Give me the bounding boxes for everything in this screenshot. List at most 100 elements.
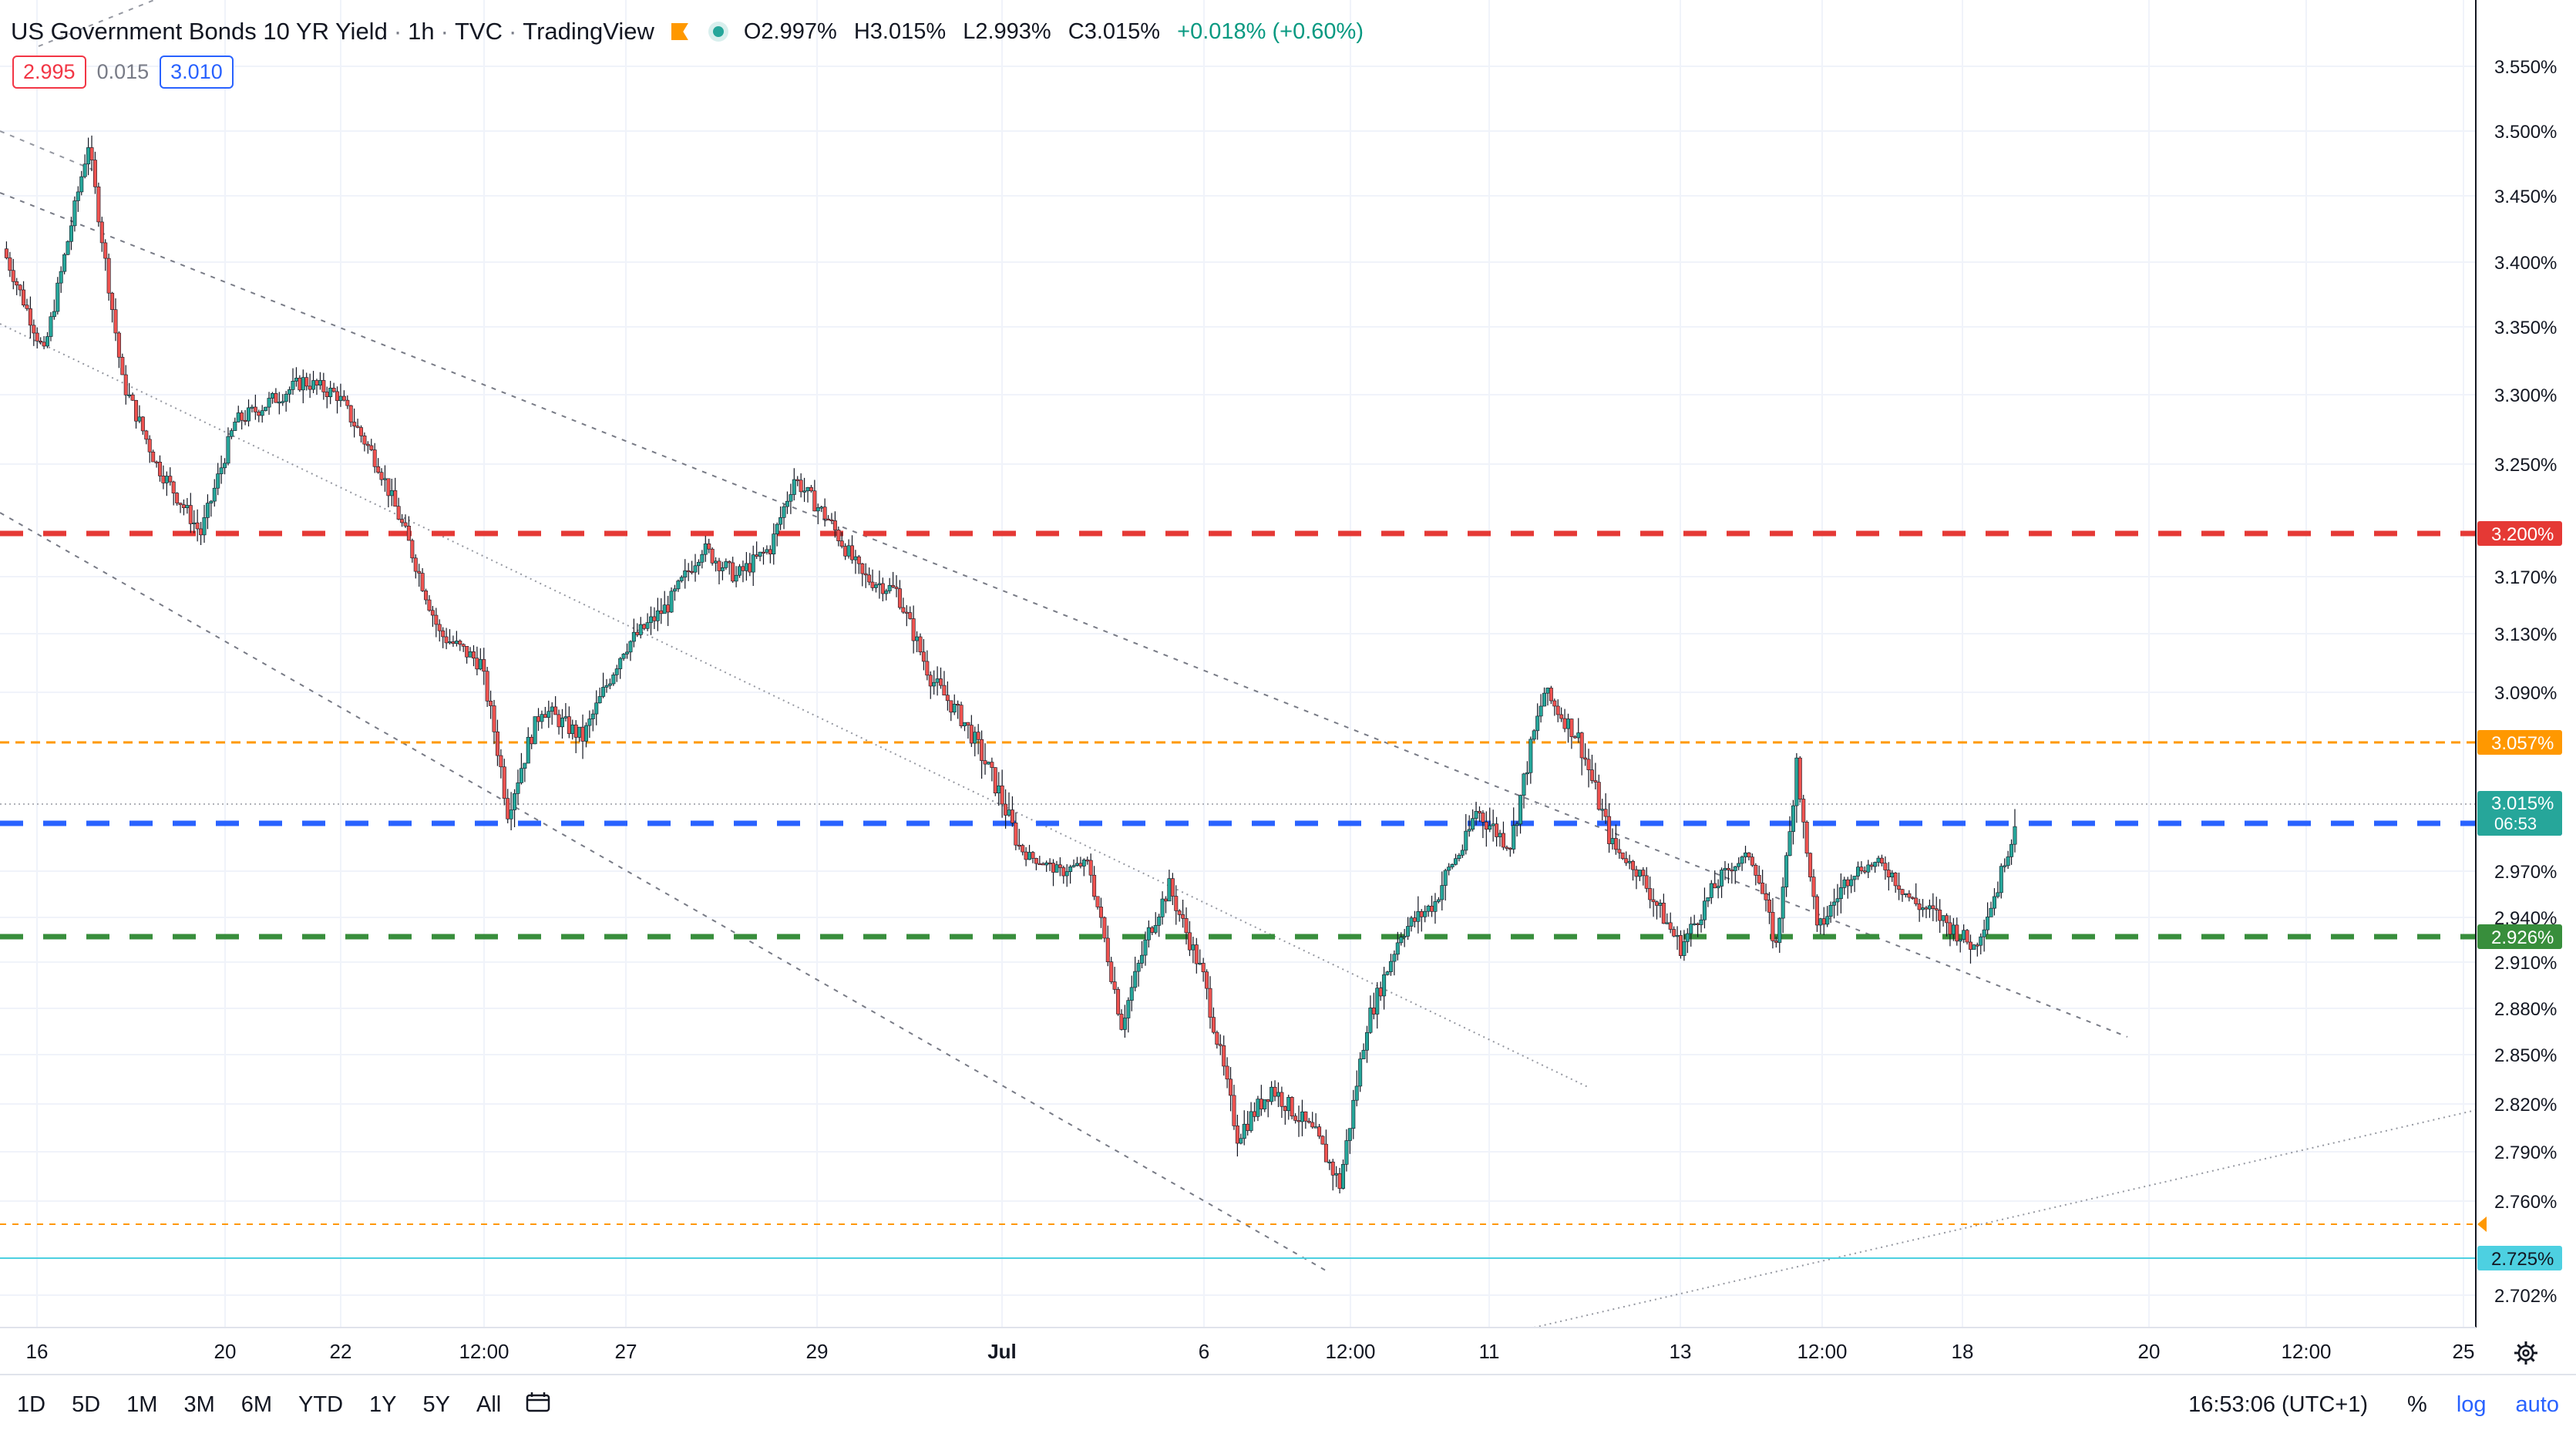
candle-body	[580, 726, 585, 742]
level-badge-label: 2.725%	[2491, 1249, 2554, 1270]
ask-price[interactable]: 3.010	[160, 56, 234, 89]
auto-scale-toggle[interactable]: auto	[2515, 1392, 2559, 1417]
candle-body	[915, 636, 920, 641]
candle-body	[850, 545, 855, 560]
candle-body	[1477, 811, 1481, 813]
range-ytd-button[interactable]: YTD	[298, 1392, 344, 1417]
candle-body	[62, 254, 67, 272]
log-scale-toggle[interactable]: log	[2456, 1392, 2487, 1417]
candle-body	[897, 588, 902, 608]
candle-body	[314, 380, 319, 385]
candle-body	[59, 271, 63, 284]
candle-body	[1253, 1111, 1257, 1117]
candle-body	[1907, 893, 1912, 898]
candle-body	[1488, 825, 1492, 830]
range-5d-button[interactable]: 5D	[72, 1392, 101, 1417]
candle-body	[400, 519, 405, 523]
candle-body	[137, 416, 142, 422]
candle-body	[1672, 929, 1676, 937]
candle-body	[1945, 915, 1949, 924]
candle-body	[1552, 700, 1557, 707]
candle-body	[618, 658, 623, 669]
chart-legend[interactable]: US Government Bonds 10 YR Yield · 1h · T…	[11, 11, 1364, 52]
range-3m-button[interactable]: 3M	[183, 1392, 215, 1417]
candle-body	[1259, 1099, 1263, 1109]
time-axis[interactable]: 16 20 22 12:00 27 29 Jul 6 12:00 11 13 12:00 18 20 12:…	[26, 1340, 2475, 1363]
candle-body	[1535, 715, 1540, 732]
candle-body	[1140, 954, 1145, 964]
candle-body	[1280, 1092, 1284, 1107]
candle-body	[1637, 870, 1642, 877]
candle-body	[1095, 896, 1100, 907]
candle-body	[113, 309, 118, 334]
candle-body	[1037, 863, 1042, 865]
candle-body	[601, 687, 606, 697]
candle-body	[604, 685, 609, 688]
candle-body	[1740, 856, 1744, 864]
candle-body	[369, 445, 374, 450]
range-5y-button[interactable]: 5Y	[422, 1392, 451, 1417]
candle-body	[1313, 1126, 1318, 1129]
candle-body	[1852, 876, 1857, 880]
candle-body	[1600, 809, 1605, 811]
candle-body	[1440, 885, 1444, 900]
candle-body	[884, 591, 889, 594]
goto-date-icon[interactable]	[524, 1391, 552, 1414]
candle-body	[990, 762, 994, 768]
candle-body	[1723, 868, 1727, 870]
chart-settings-icon[interactable]	[2513, 1340, 2539, 1366]
candle-body	[1859, 867, 1864, 872]
percent-scale-toggle[interactable]: %	[2407, 1392, 2427, 1417]
candle-body	[645, 622, 650, 629]
range-1m-button[interactable]: 1M	[126, 1392, 158, 1417]
candle-body	[123, 374, 128, 395]
candle-body	[250, 406, 254, 409]
candle-body	[935, 678, 940, 683]
candle-body	[1119, 1014, 1124, 1030]
candle-body	[1347, 1128, 1352, 1141]
timezone-clock[interactable]: 16:53:06 (UTC+1)	[2188, 1392, 2368, 1417]
range-1d-button[interactable]: 1D	[17, 1392, 46, 1417]
symbol-name[interactable]: US Government Bonds 10 YR Yield	[11, 18, 388, 45]
flag-icon[interactable]	[671, 23, 688, 40]
candle-body	[1760, 882, 1765, 894]
candle-body	[321, 380, 326, 392]
candle-body	[802, 490, 807, 493]
candle-body	[1273, 1086, 1277, 1097]
candle-body	[1467, 829, 1471, 832]
candle-body	[386, 478, 391, 496]
range-all-button[interactable]: All	[476, 1392, 502, 1417]
range-6m-button[interactable]: 6M	[240, 1392, 273, 1417]
candle-body	[1821, 918, 1826, 925]
candle-body	[1392, 954, 1397, 962]
candle-body	[1744, 852, 1748, 857]
candle-body	[1518, 795, 1523, 825]
candle-body	[1787, 831, 1792, 856]
candle-body	[1825, 916, 1830, 925]
candle-body	[1163, 898, 1168, 902]
candle-body	[631, 631, 636, 642]
candle-body	[1495, 823, 1499, 837]
candle-body	[499, 755, 503, 768]
price-tick-label: 2.880%	[2494, 999, 2557, 1020]
price-axis[interactable]: 3.550% 3.500% 3.450% 3.400% 3.350% 3.300% 3.25…	[2494, 57, 2557, 1307]
candle-body	[382, 478, 387, 480]
candle-body	[901, 607, 906, 613]
candle-body	[243, 419, 247, 422]
range-1y-button[interactable]: 1Y	[369, 1392, 397, 1417]
candle-body	[328, 388, 333, 398]
candle-body	[1450, 863, 1454, 867]
interval[interactable]: 1h	[408, 18, 435, 45]
market-status-icon[interactable]	[712, 26, 724, 37]
candle-body	[171, 481, 176, 493]
candle-body	[949, 700, 953, 713]
candle-body	[1433, 901, 1438, 912]
candlesticks	[4, 135, 2017, 1194]
candle-body	[1948, 922, 1952, 935]
bid-price[interactable]: 2.995	[12, 56, 86, 89]
candle-body	[519, 768, 523, 783]
candle-body	[116, 332, 121, 358]
candle-body	[1818, 918, 1823, 926]
candle-body	[1361, 1049, 1366, 1059]
